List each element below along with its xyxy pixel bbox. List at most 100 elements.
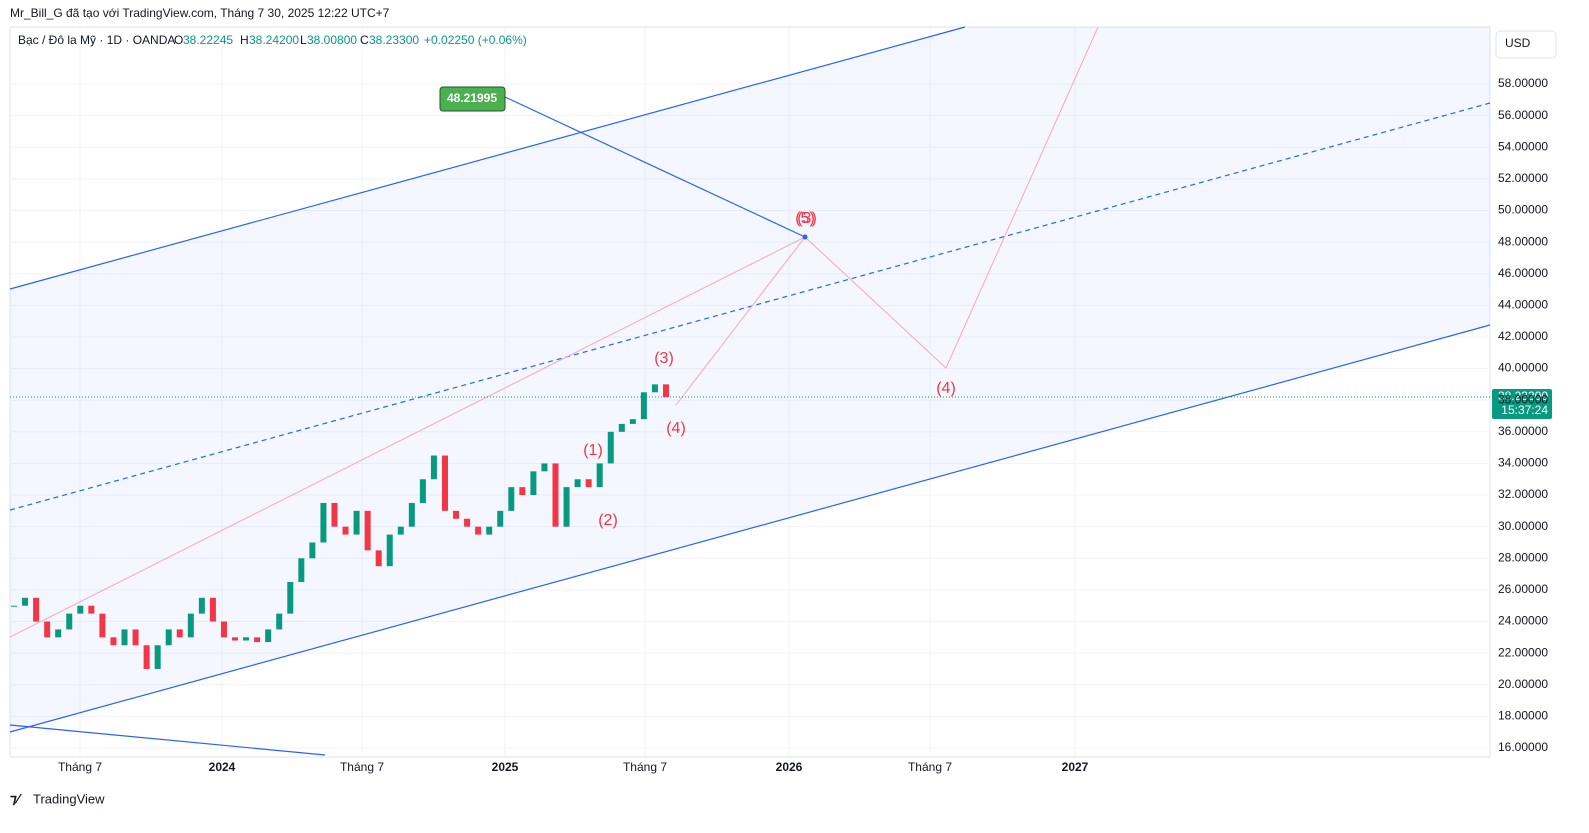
legend-value: 38.22245 bbox=[183, 33, 233, 47]
y-tick-label: 42.00000 bbox=[1498, 329, 1548, 343]
target-label: 48.21995 bbox=[447, 91, 497, 105]
legend-key: H bbox=[240, 33, 249, 47]
x-tick-label: 2025 bbox=[492, 760, 519, 774]
channel-upper bbox=[9, 26, 966, 290]
candle bbox=[11, 605, 17, 607]
y-tick-label: 48.00000 bbox=[1498, 234, 1548, 248]
candle bbox=[563, 487, 570, 527]
plot-area bbox=[9, 26, 1491, 758]
candle bbox=[475, 526, 482, 535]
candle bbox=[530, 471, 537, 496]
candle bbox=[386, 534, 393, 567]
candle bbox=[375, 550, 382, 567]
candle bbox=[77, 605, 84, 614]
currency-button[interactable] bbox=[1495, 30, 1557, 59]
candle bbox=[552, 463, 559, 527]
candle bbox=[276, 613, 283, 630]
channel-middle bbox=[9, 102, 1491, 511]
candle bbox=[44, 621, 51, 638]
y-tick-label: 22.00000 bbox=[1498, 645, 1548, 659]
x-tick-label: Tháng 7 bbox=[908, 760, 952, 774]
candle bbox=[441, 455, 448, 511]
candle bbox=[320, 502, 327, 543]
candle bbox=[419, 479, 426, 503]
candle bbox=[232, 637, 239, 641]
legend-key: C bbox=[360, 33, 369, 47]
y-tick-label: 30.00000 bbox=[1498, 519, 1548, 533]
symbol: Bạc / Đô la Mỹ · 1D · OANDA bbox=[18, 33, 175, 47]
y-tick-label: 58.00000 bbox=[1498, 76, 1548, 90]
candle bbox=[651, 384, 658, 393]
y-tick-label: 40.00000 bbox=[1498, 361, 1548, 375]
candle bbox=[430, 455, 437, 480]
wave-label: (3) bbox=[654, 350, 674, 367]
candle bbox=[209, 597, 216, 622]
y-tick-label: 18.00000 bbox=[1498, 709, 1548, 723]
callout-point bbox=[802, 234, 808, 240]
currency[interactable]: USD bbox=[1505, 36, 1531, 50]
candle bbox=[165, 629, 172, 646]
candle bbox=[408, 502, 415, 527]
candle bbox=[541, 463, 548, 472]
candle bbox=[574, 479, 581, 488]
logo: ⁊⁄ bbox=[10, 791, 22, 807]
wave-label: (1) bbox=[583, 442, 603, 459]
y-tick-label: 24.00000 bbox=[1498, 614, 1548, 628]
caption: Mr_Bill_G đã tạo với TradingView.com, Th… bbox=[10, 6, 390, 20]
candle bbox=[220, 621, 227, 638]
x-tick-label: Tháng 7 bbox=[58, 760, 102, 774]
candle bbox=[309, 542, 316, 559]
wave-label: (2) bbox=[598, 512, 618, 529]
y-tick-label: 52.00000 bbox=[1498, 171, 1548, 185]
y-tick-label: 36.00000 bbox=[1498, 424, 1548, 438]
candle bbox=[33, 597, 40, 622]
wave-label: (4) bbox=[666, 420, 686, 437]
candle bbox=[640, 392, 647, 420]
y-tick-label: 26.00000 bbox=[1498, 582, 1548, 596]
candle bbox=[298, 558, 305, 582]
y-tick-label: 44.00000 bbox=[1498, 298, 1548, 312]
wave-label: (5) bbox=[795, 210, 815, 227]
y-tick-label: 38.00000 bbox=[1498, 392, 1548, 406]
price-tag-price: 38.23300 bbox=[1498, 389, 1548, 403]
y-tick-label: 56.00000 bbox=[1498, 108, 1548, 122]
wave-label: (4) bbox=[936, 380, 956, 397]
y-tick-label: 16.00000 bbox=[1498, 740, 1548, 754]
candle bbox=[519, 487, 526, 496]
y-tick-label: 28.00000 bbox=[1498, 550, 1548, 564]
y-tick-label: 54.00000 bbox=[1498, 139, 1548, 153]
candle bbox=[66, 613, 73, 630]
legend-value: 38.24200 bbox=[249, 33, 299, 47]
candle bbox=[88, 605, 95, 614]
trend-line bbox=[9, 724, 326, 756]
candle bbox=[618, 423, 625, 432]
candle bbox=[243, 637, 250, 641]
y-tick-label: 20.00000 bbox=[1498, 677, 1548, 691]
callout-line bbox=[504, 96, 806, 238]
candle bbox=[187, 613, 194, 638]
brand: TradingView bbox=[33, 791, 105, 806]
candle bbox=[453, 510, 460, 519]
candle bbox=[198, 597, 205, 614]
x-tick-label: 2026 bbox=[776, 760, 803, 774]
candle bbox=[353, 510, 360, 535]
candle bbox=[607, 431, 614, 464]
legend: Bạc / Đô la Mỹ · 1D · OANDA O 38.22245 H… bbox=[18, 33, 527, 47]
channel-lower bbox=[9, 324, 1491, 733]
legend-change: +0.02250 (+0.06%) bbox=[424, 33, 527, 47]
candle bbox=[287, 582, 294, 614]
candle bbox=[397, 526, 404, 535]
legend-key: L bbox=[300, 33, 307, 47]
price-tag-countdown: 15:37:24 bbox=[1501, 403, 1548, 417]
candle bbox=[331, 502, 338, 527]
y-tick-label: 34.00000 bbox=[1498, 456, 1548, 470]
candle bbox=[154, 645, 161, 669]
candle bbox=[486, 526, 493, 535]
candle bbox=[110, 637, 117, 646]
candle bbox=[663, 384, 669, 398]
candle bbox=[629, 419, 636, 424]
x-tick-label: Tháng 7 bbox=[623, 760, 667, 774]
candle bbox=[99, 613, 106, 638]
candle bbox=[254, 637, 261, 643]
